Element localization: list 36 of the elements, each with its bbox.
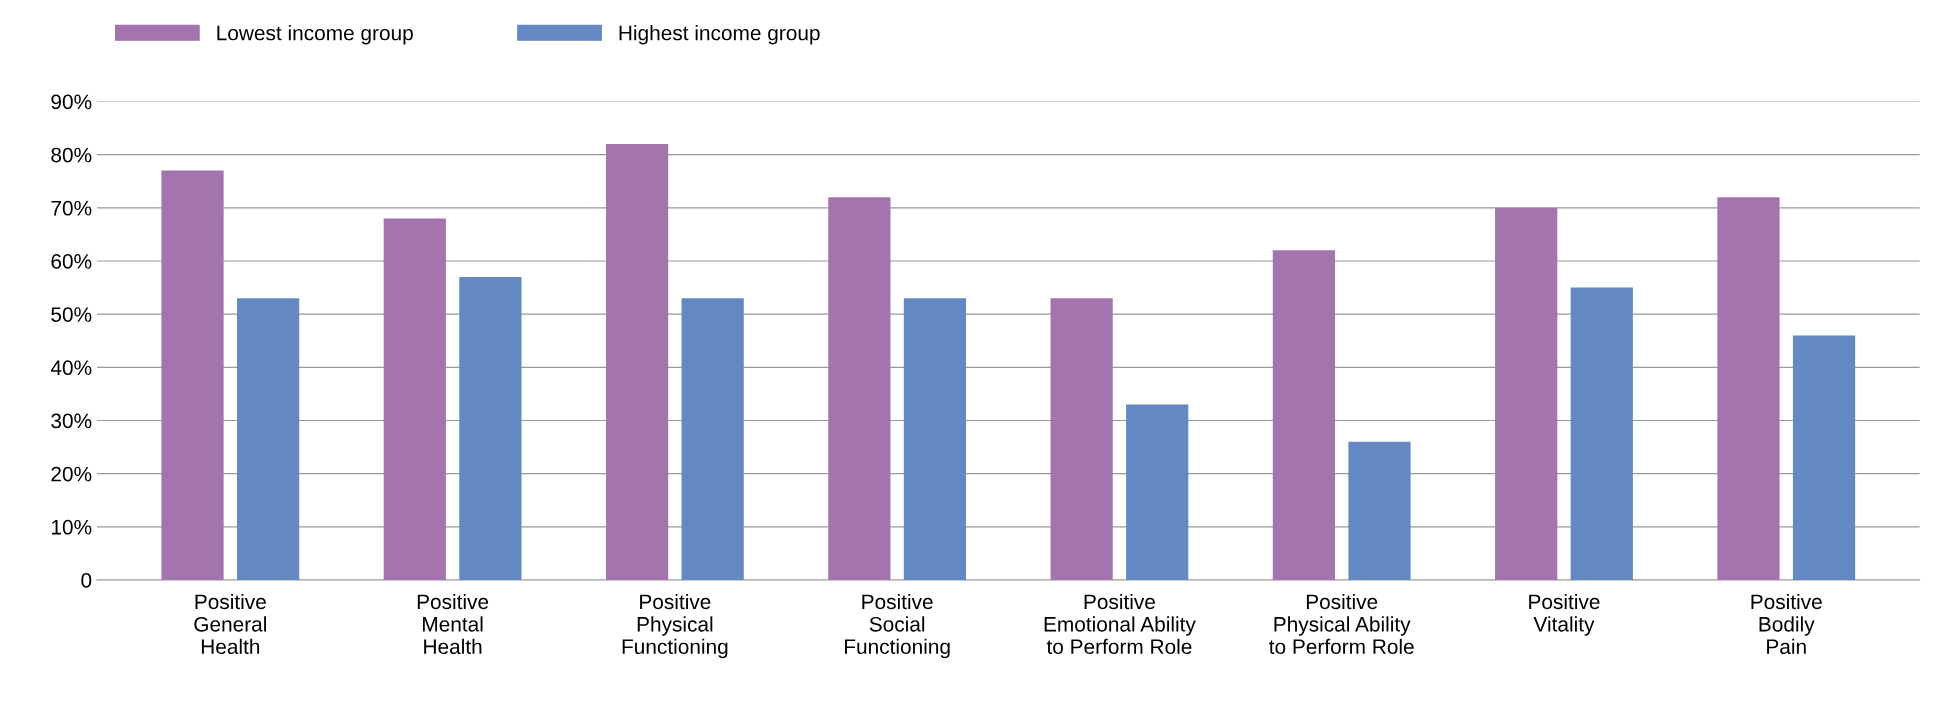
bar: [1272, 250, 1336, 580]
x-tick-label: Positive Bodily Pain: [1751, 593, 1822, 655]
bar: [236, 298, 300, 580]
bar: [1570, 287, 1633, 580]
bar: [1495, 207, 1558, 580]
legend-label: Lowest income group: [217, 25, 413, 45]
y-tick-label: 50%: [51, 307, 92, 322]
x-tick-label: Positive Vitality: [1529, 593, 1600, 636]
y-tick-label: 60%: [51, 254, 92, 269]
bar: [605, 144, 669, 580]
y-tick-label: 80%: [51, 147, 92, 163]
x-tick-label: Positive General Health: [194, 593, 266, 655]
bar: [383, 218, 446, 580]
x-tick-label: Positive Physical Ability to Perform Role: [1269, 593, 1414, 655]
y-tick-label: 0: [81, 573, 92, 588]
bar: [1717, 197, 1780, 580]
y-tick-label: 40%: [50, 360, 92, 376]
bar: [828, 197, 891, 580]
y-tick-label: 20%: [51, 466, 92, 482]
bar: [1050, 298, 1113, 580]
x-tick-label: Positive Physical Functioning: [622, 593, 728, 659]
y-tick-label: 90%: [51, 94, 92, 110]
bar: [161, 170, 224, 580]
legend-label: Highest income group: [619, 25, 820, 45]
x-tick-label: Positive Mental Health: [417, 593, 489, 655]
y-tick-label: 70%: [51, 200, 92, 216]
bar: [681, 298, 744, 580]
y-tick-label: 10%: [51, 519, 92, 535]
bar: [1126, 404, 1189, 580]
y-tick-label: 30%: [51, 413, 92, 429]
x-tick-label: Positive Social Functioning: [845, 593, 950, 659]
x-tick-label: Positive Emotional Ability to Perform Role: [1044, 593, 1196, 655]
bar: [1792, 335, 1856, 580]
bar: [1348, 441, 1411, 580]
bar: [903, 298, 967, 580]
bar: [459, 276, 522, 580]
